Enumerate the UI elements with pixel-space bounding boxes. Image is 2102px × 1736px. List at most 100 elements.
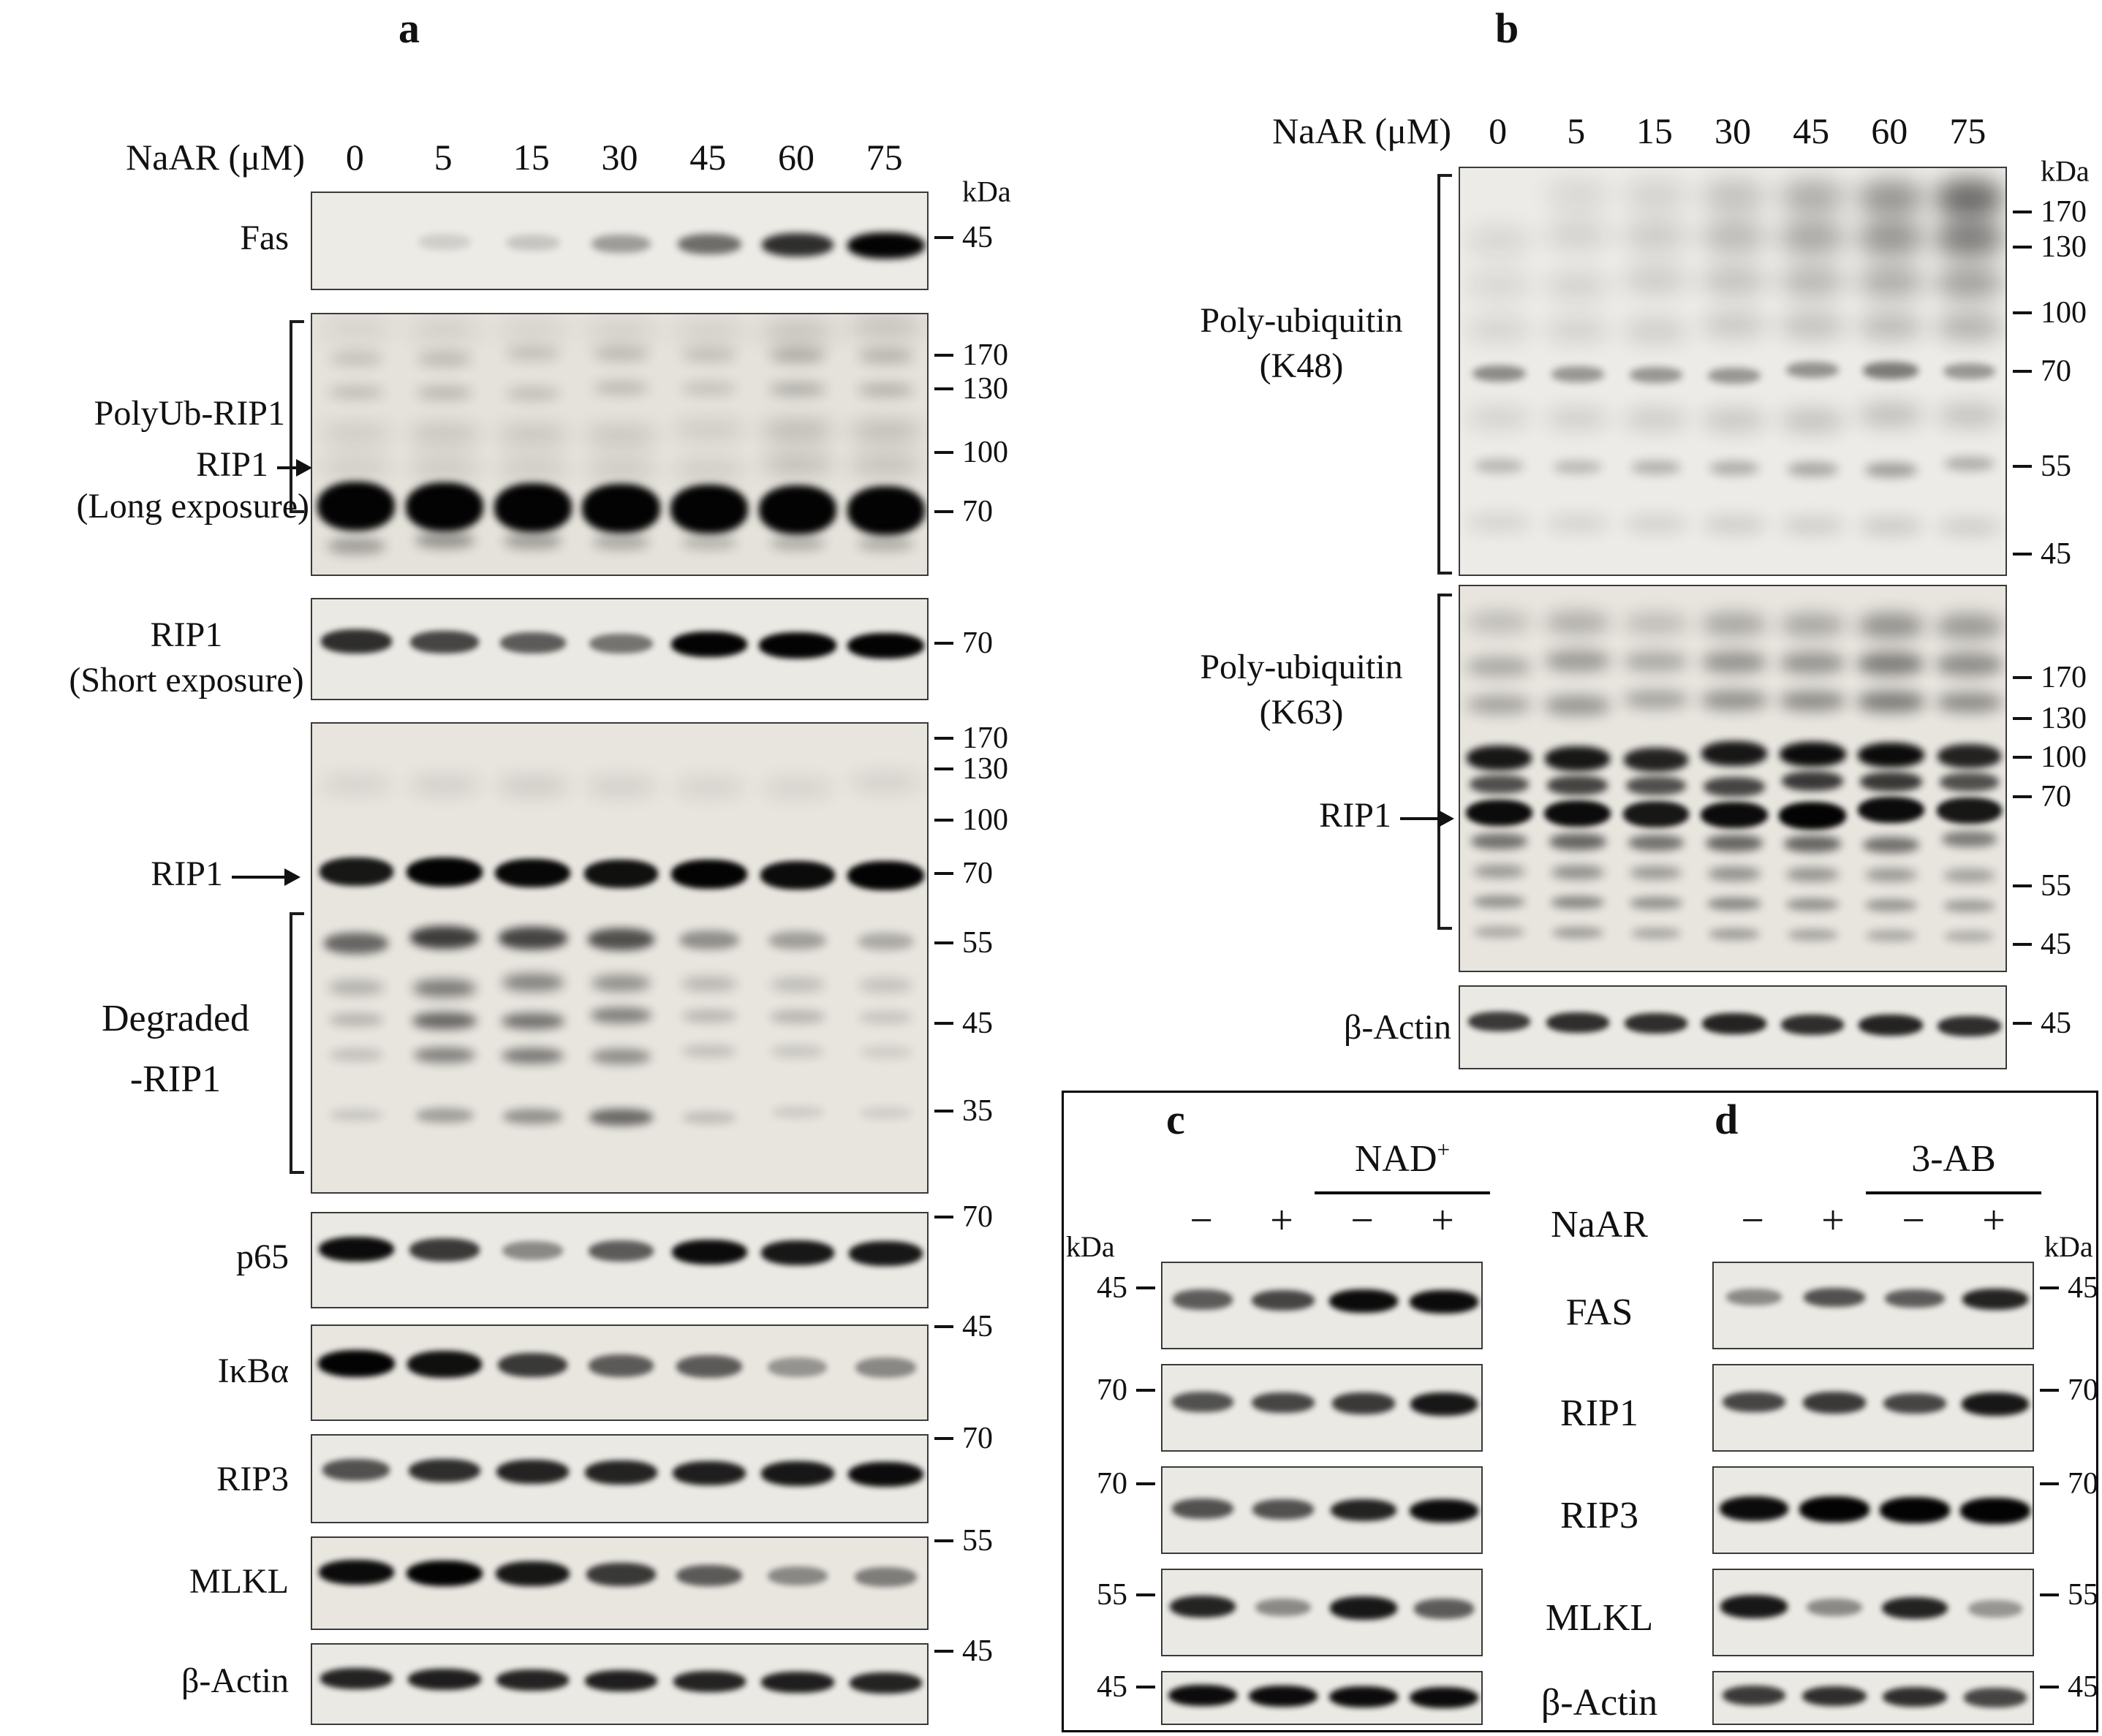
dose-label: 75 — [866, 137, 903, 178]
marker-tick — [2013, 942, 2032, 946]
protein-band — [1329, 1686, 1398, 1708]
protein-band — [502, 974, 564, 991]
protein-band — [1473, 864, 1526, 879]
protein-band — [1410, 1498, 1478, 1523]
mw-marker: 55 — [2007, 449, 2071, 484]
protein-band — [1937, 1015, 2001, 1036]
protein-band — [1780, 267, 1845, 296]
marker-tick — [2013, 370, 2032, 373]
mw-marker: 55 — [929, 1523, 993, 1558]
protein-band — [1414, 1599, 1474, 1619]
nad-underline — [1315, 1191, 1490, 1194]
mw-marker: 45 — [1097, 1270, 1161, 1305]
protein-band — [584, 1669, 658, 1691]
protein-band — [591, 974, 651, 992]
sign-label: − — [1902, 1198, 1925, 1243]
blot-a-degraded-rip1: 170 130 100 70 55 45 35 — [311, 721, 1008, 1194]
dose-label: 0 — [1489, 110, 1508, 151]
protein-band — [1804, 1288, 1865, 1308]
label-beta-actin-b: β-Actin — [1343, 1008, 1451, 1047]
protein-band — [415, 532, 475, 549]
protein-band — [590, 1007, 652, 1023]
marker-value: 70 — [962, 494, 993, 528]
label-degraded: Degraded — [101, 998, 250, 1039]
marker-tick — [934, 1110, 953, 1113]
protein-band — [1944, 457, 1995, 471]
label-ikba: IκBα — [217, 1352, 289, 1390]
membrane — [1712, 1262, 2034, 1349]
protein-band — [1467, 407, 1531, 429]
protein-band — [1549, 833, 1606, 851]
marker-tick — [2013, 1021, 2032, 1025]
marker-value: kDa — [962, 175, 1011, 208]
protein-band — [858, 536, 914, 552]
membrane — [311, 192, 929, 290]
protein-band — [681, 976, 737, 992]
protein-band — [594, 347, 649, 361]
mw-marker: 45 — [929, 1006, 993, 1041]
protein-band — [676, 1354, 743, 1379]
sign-label: + — [1270, 1198, 1293, 1243]
label-polyub-k63: Poly-ubiquitin (K63) — [1170, 645, 1433, 736]
protein-band — [409, 320, 480, 340]
sign-label: + — [1821, 1198, 1845, 1243]
protein-band — [1960, 1498, 2030, 1524]
protein-band — [498, 1352, 568, 1378]
protein-band — [1544, 800, 1611, 827]
marker-tick — [2013, 884, 2032, 887]
sign-label: − — [1350, 1198, 1374, 1243]
protein-band — [1553, 460, 1603, 474]
marker-tick — [2013, 755, 2032, 759]
mw-marker: 70 — [2034, 1373, 2098, 1408]
protein-band — [1857, 220, 1924, 255]
protein-band — [409, 458, 480, 477]
protein-band — [1883, 1392, 1946, 1414]
protein-band — [587, 928, 655, 950]
protein-band — [1173, 1289, 1233, 1310]
membrane — [1161, 1364, 1483, 1452]
protein-band — [1466, 695, 1532, 714]
protein-band — [1169, 1595, 1236, 1618]
panel-c-letter: c — [1166, 1096, 1185, 1143]
membrane — [311, 1324, 929, 1421]
protein-band — [502, 1240, 564, 1260]
marker-value: 55 — [2041, 868, 2071, 903]
label-degraded-rip1-2: -RIP1 — [129, 1058, 222, 1101]
marker-value: 45 — [962, 1007, 993, 1041]
marker-value: 55 — [962, 1524, 993, 1558]
protein-band — [858, 932, 915, 950]
protein-band — [673, 779, 745, 795]
marker-value: 70 — [962, 626, 993, 660]
marker-tick — [2040, 1482, 2059, 1485]
protein-band — [1936, 614, 2003, 639]
blot-b-polyub-k63: 170 130 100 70 55 45 — [1459, 585, 2087, 972]
protein-band — [1624, 220, 1688, 251]
protein-band — [1701, 651, 1768, 674]
protein-band — [771, 1105, 824, 1119]
protein-band — [1780, 313, 1845, 338]
mw-marker: 170 — [2007, 194, 2087, 230]
marker-value: 55 — [1097, 1578, 1127, 1612]
protein-band — [1623, 801, 1689, 828]
protein-band — [847, 861, 924, 891]
protein-band — [496, 1669, 570, 1691]
label-p65: p65 — [236, 1237, 289, 1276]
protein-band — [1707, 897, 1761, 911]
protein-band — [1467, 271, 1531, 298]
protein-band — [415, 1108, 474, 1123]
marker-tick — [934, 1437, 953, 1441]
protein-band — [1857, 613, 1924, 639]
protein-band — [1474, 459, 1524, 474]
protein-band — [414, 1047, 475, 1064]
protein-band — [409, 1459, 480, 1483]
protein-band — [1935, 653, 2003, 676]
protein-band — [1472, 365, 1527, 382]
protein-band — [673, 460, 745, 480]
protein-band — [329, 352, 384, 365]
label-long-exposure: (Long exposure) — [76, 486, 309, 526]
marker-value: 100 — [2041, 740, 2087, 774]
protein-band — [1962, 1392, 2029, 1416]
protein-band — [762, 233, 833, 257]
marker-value: 45 — [2041, 927, 2071, 961]
